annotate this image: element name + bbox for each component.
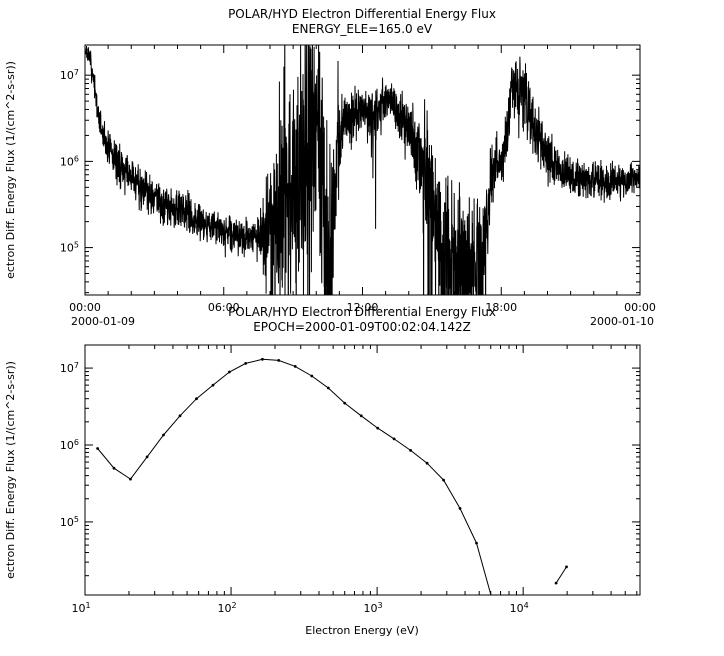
data-point-marker (178, 414, 182, 418)
data-point-marker (261, 357, 264, 361)
data-point-marker (565, 565, 568, 569)
top-y-axis-label: ectron Diff. Energy Flux (1/(cm^2-s-sr)) (4, 61, 17, 279)
x-tick-label: 00:00 (69, 301, 101, 314)
data-point-marker (162, 433, 165, 437)
x-tick-label: 12:00 (347, 301, 379, 314)
x-tick-label: 103 (364, 601, 383, 615)
data-point-marker (458, 507, 462, 510)
data-point-marker (244, 362, 248, 365)
data-point-marker (554, 581, 558, 585)
plot-frame (84, 344, 641, 596)
data-point-marker (475, 541, 478, 545)
data-point-marker (425, 461, 429, 465)
x-tick-label: 102 (218, 601, 237, 615)
top-chart-subtitle: ENERGY_ELE=165.0 eV (292, 22, 433, 36)
x-tick-label: 00:00 (624, 301, 656, 314)
data-point-marker (228, 370, 231, 374)
data-point-marker (376, 426, 380, 430)
x-date-label: 2000-01-10 (590, 315, 654, 328)
bottom-chart-subtitle: EPOCH=2000-01-09T00:02:04.142Z (253, 320, 471, 334)
bottom-chart-title: POLAR/HYD Electron Differential Energy F… (228, 305, 496, 319)
data-point-marker (211, 383, 215, 387)
x-tick-label: 104 (510, 601, 529, 615)
x-tick-label: 18:00 (485, 301, 517, 314)
y-tick-label: 107 (60, 361, 79, 375)
data-point-marker (145, 455, 149, 459)
data-point-marker (96, 447, 99, 450)
y-tick-label: 105 (60, 241, 79, 255)
data-point-marker (392, 437, 396, 441)
y-tick-label: 106 (60, 438, 79, 452)
x-tick-label: 101 (71, 601, 90, 615)
data-point-marker (442, 478, 445, 482)
y-tick-label: 105 (60, 515, 79, 529)
data-point-marker (310, 374, 314, 378)
data-point-marker (343, 401, 347, 405)
bottom-x-axis-label: Electron Energy (eV) (305, 624, 419, 637)
flux-time-series (85, 45, 640, 295)
y-tick-label: 107 (60, 68, 79, 82)
spectrum-plot: 105 106 107 101 102 103 104 (60, 344, 641, 615)
x-tick-label: 06:00 (208, 301, 240, 314)
flux-spectrum-series (97, 358, 492, 595)
y-tick-label: 106 (60, 154, 79, 168)
data-point-marker (129, 477, 132, 481)
x-date-label: 2000-01-09 (71, 315, 135, 328)
data-point-marker (293, 365, 297, 368)
bottom-y-axis-label: ectron Diff. Energy Flux (1/(cm^2-s-sr)) (4, 361, 17, 579)
flux-spectrum-series (555, 566, 567, 584)
data-point-marker (409, 449, 412, 452)
data-point-marker (326, 386, 330, 390)
data-point-marker (195, 397, 198, 401)
top-chart-title: POLAR/HYD Electron Differential Energy F… (228, 7, 496, 21)
data-point-marker (277, 359, 281, 362)
data-point-marker (359, 414, 363, 418)
data-point-marker (112, 466, 116, 470)
